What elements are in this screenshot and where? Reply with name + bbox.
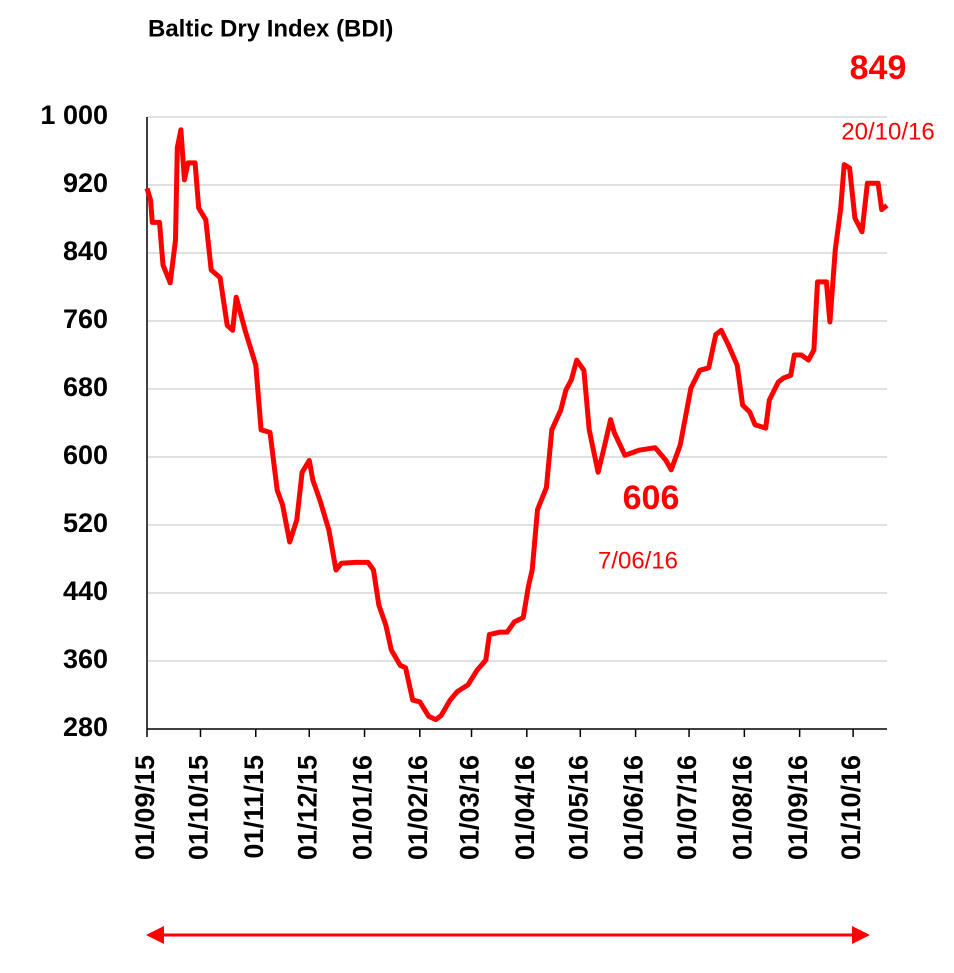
y-tick-label: 440 xyxy=(63,576,108,606)
range-arrow xyxy=(146,926,870,944)
y-tick-label: 760 xyxy=(63,304,108,334)
y-tick-label: 920 xyxy=(63,168,108,198)
x-tick-label: 01/10/15 xyxy=(184,755,214,860)
y-tick-label: 1 000 xyxy=(40,100,108,130)
x-tick-label: 01/08/16 xyxy=(727,755,757,860)
line xyxy=(144,127,889,723)
x-tick-label: 01/11/15 xyxy=(239,755,269,859)
annotation: 849 xyxy=(850,49,907,87)
x-tick-label: 01/12/15 xyxy=(292,755,322,860)
chart-title: Baltic Dry Index (BDI) xyxy=(148,15,393,42)
annotation: 606 xyxy=(623,479,680,517)
x-tick-label: 01/09/15 xyxy=(130,755,160,860)
x-tick-label: 01/02/16 xyxy=(403,755,433,860)
y-tick-label: 280 xyxy=(63,712,108,742)
y-tick-label: 600 xyxy=(63,440,108,470)
x-tick-label: 01/04/16 xyxy=(510,755,540,860)
x-tick-label: 01/07/16 xyxy=(672,755,702,860)
x-tick-label: 01/05/16 xyxy=(563,755,593,860)
x-tick-label: 01/03/16 xyxy=(455,755,485,860)
y-tick-label: 840 xyxy=(63,236,108,266)
y-tick-label: 680 xyxy=(63,372,108,402)
x-tick-label: 01/06/16 xyxy=(619,755,649,860)
y-tick-label: 520 xyxy=(63,508,108,538)
y-tick-label: 360 xyxy=(63,644,108,674)
x-tick-label: 01/09/16 xyxy=(783,755,813,860)
annotation: 20/10/16 xyxy=(841,118,934,145)
annotation: 7/06/16 xyxy=(598,547,678,574)
x-tick-label: 01/01/16 xyxy=(348,755,378,860)
x-tick-label: 01/10/16 xyxy=(836,755,866,860)
